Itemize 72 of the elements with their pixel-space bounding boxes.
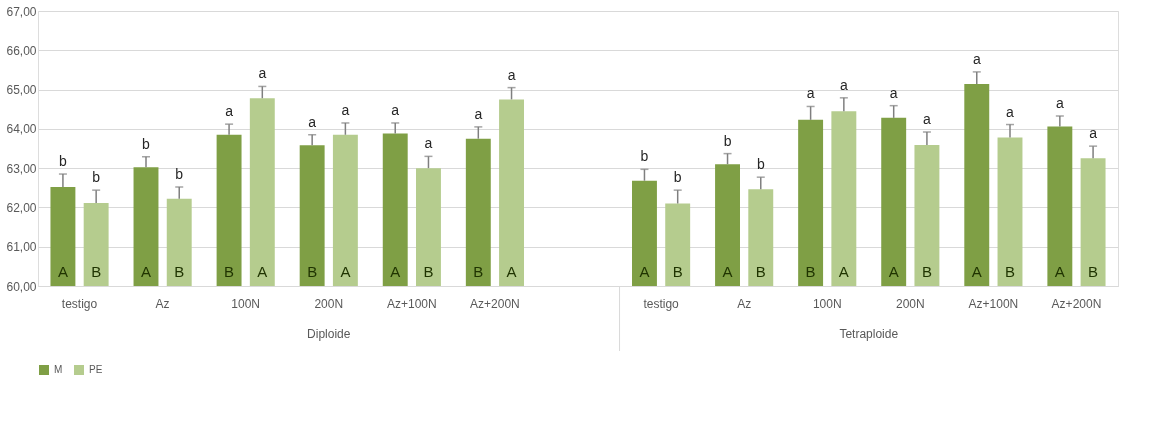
y-tick-label: 67,00 [6,4,37,19]
annotation: A [340,263,351,280]
annotation: B [224,263,235,280]
annotation: B [672,263,683,280]
data-label: a [391,101,400,118]
data-label: a [923,111,932,127]
x-tick-label: Az+200N [470,296,520,311]
data-label: b [142,135,151,152]
data-label: a [507,66,516,83]
y-tick-label: 62,00 [6,200,37,215]
data-label: a [225,103,234,120]
x-tick-label: 100N [812,296,842,311]
annotation: A [888,263,899,280]
x-tick-label: testigo [61,296,98,311]
annotation: B [1004,263,1016,280]
x-tick-label: Az+100N [386,296,437,311]
data-label: a [1006,103,1015,120]
annotation: B [805,263,816,280]
annotation: B [921,263,932,280]
annotation: B [307,263,318,280]
annotation: B [423,263,434,280]
x-tick-label: 200N [895,296,925,311]
annotation: A [390,263,401,280]
y-tick-label: 60,00 [6,279,37,294]
y-tick-label: 66,00 [6,43,37,58]
data-label: a [424,135,433,152]
x-tick-label: testigo [643,296,680,311]
y-tick-label: 61,00 [6,240,37,255]
annotation: A [971,263,982,280]
annotation: A [722,263,733,280]
data-label: a [806,85,815,102]
data-label: a [1055,94,1064,111]
data-label: b [175,166,184,182]
data-label: a [889,84,898,101]
data-label: b [92,169,101,186]
data-label: a [308,113,317,130]
annotation: A [506,263,517,280]
y-tick-label: 63,00 [6,161,37,176]
annotation: A [140,263,152,280]
annotation: B [1088,263,1099,280]
data-label: b [640,148,649,165]
text: Diploide [307,327,351,341]
data-label: b [673,169,682,186]
data-label: b [756,156,765,173]
x-tick-label: 100N [231,296,261,311]
legend-label: M [54,364,63,375]
data-label: a [341,101,350,118]
data-label: b [59,153,68,170]
annotation: A [57,263,68,280]
y-tick-label: 64,00 [6,122,37,137]
annotation: B [174,263,185,280]
x-tick-label: Az [737,296,752,311]
y-tick-label: 65,00 [6,83,37,98]
data-label: a [258,65,267,82]
text: Tetraploide [839,327,899,341]
data-label: a [839,76,848,93]
annotation: B [473,263,484,280]
x-tick-label: Az+200N [1051,296,1102,311]
data-label: a [972,50,981,67]
x-tick-label: Az+100N [968,296,1019,311]
annotation: B [91,263,102,280]
annotation: A [838,263,849,280]
legend-label: PE [89,364,103,375]
data-label: a [474,105,483,122]
x-tick-label: Az [155,296,170,311]
data-label: b [723,132,732,149]
x-tick-label: 200N [314,296,344,311]
annotation: A [1054,263,1065,280]
data-label: a [1089,125,1098,142]
annotation: B [755,263,766,280]
annotation: A [257,263,268,280]
annotation: A [639,263,650,280]
